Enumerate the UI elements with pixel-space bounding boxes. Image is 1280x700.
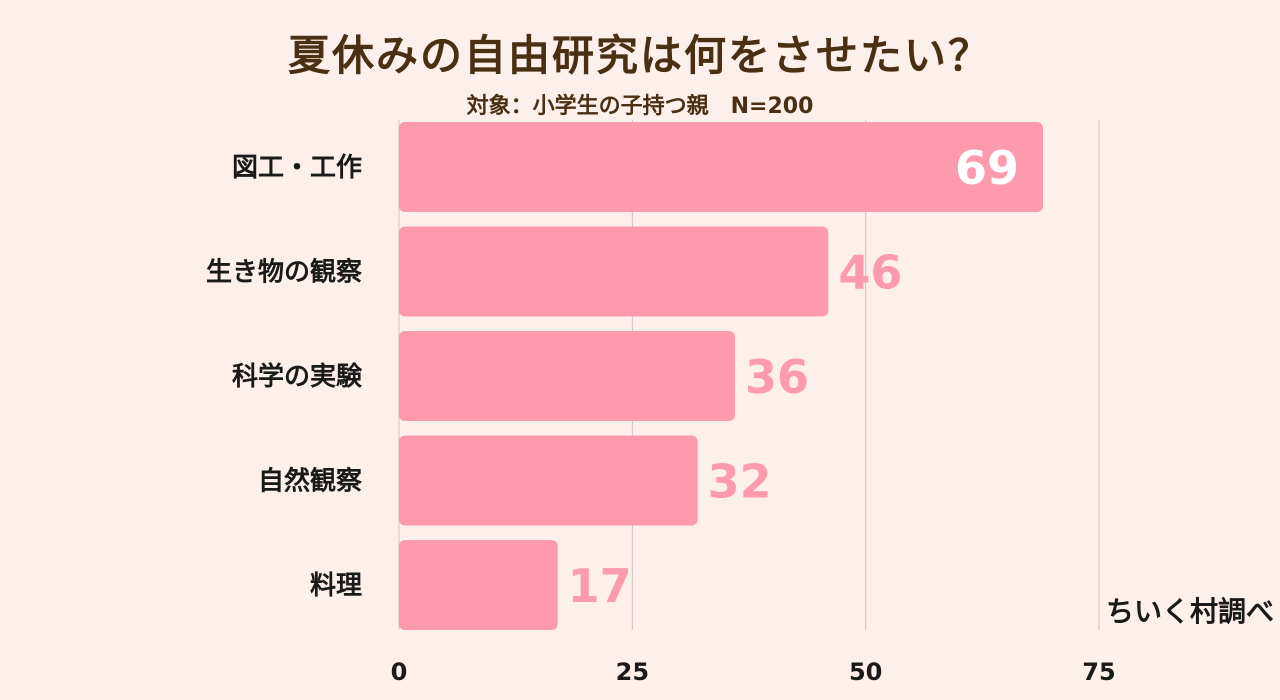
bar	[399, 226, 829, 317]
bar	[399, 540, 558, 630]
x-tick-label: 50	[849, 658, 882, 686]
bar	[399, 122, 1043, 212]
category-label: 自然観察	[258, 466, 363, 497]
data-label: 69	[955, 141, 1019, 195]
chart-subtitle: 対象：小学生の子持つ親 N=200	[466, 94, 814, 119]
category-label: 生き物の観察	[206, 257, 363, 288]
category-label: 図工・工作	[232, 153, 362, 183]
x-tick-label: 75	[1082, 658, 1115, 686]
source-credit: ちいく村調べ	[1105, 595, 1274, 628]
data-label: 46	[838, 246, 902, 300]
data-label: 17	[568, 559, 632, 613]
category-label: 料理	[310, 571, 362, 601]
data-label: 36	[745, 350, 809, 404]
bar	[399, 331, 735, 421]
bar	[399, 435, 698, 526]
category-label: 科学の実験	[232, 361, 363, 392]
data-label: 32	[708, 455, 772, 509]
x-tick-label: 0	[391, 658, 408, 686]
x-tick-label: 25	[616, 658, 649, 686]
chart-title: 夏休みの自由研究は何をさせたい？	[287, 31, 992, 80]
